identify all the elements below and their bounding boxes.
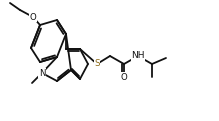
- Text: N: N: [39, 68, 45, 77]
- Text: O: O: [30, 12, 36, 22]
- Text: NH: NH: [131, 52, 145, 60]
- Text: O: O: [121, 72, 127, 82]
- Text: S: S: [94, 60, 100, 68]
